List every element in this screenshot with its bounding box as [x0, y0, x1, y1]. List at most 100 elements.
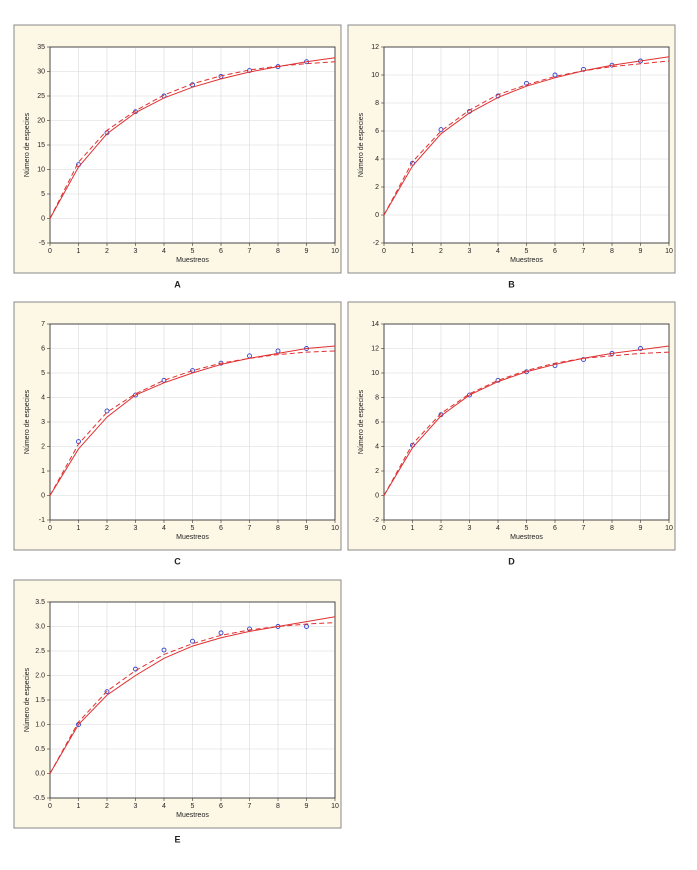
y-tick-label: 2	[41, 443, 45, 450]
y-tick-label: 0	[375, 492, 379, 499]
x-tick-label: 8	[610, 248, 614, 255]
y-tick-label: 8	[375, 394, 379, 401]
x-tick-label: 10	[331, 525, 339, 532]
data-point	[638, 346, 643, 351]
x-tick-label: 0	[48, 248, 52, 255]
panel-label: E	[174, 834, 180, 844]
plot-frame	[49, 601, 336, 799]
x-axis-title: Muestreos	[510, 534, 543, 541]
data-point	[161, 647, 167, 653]
x-tick-label: 3	[134, 803, 138, 810]
y-tick-label: 2	[375, 184, 379, 191]
data-point	[495, 93, 501, 99]
fit-curve	[49, 622, 336, 774]
y-tick-label: 8	[375, 100, 379, 107]
x-tick-label: 5	[525, 525, 529, 532]
x-tick-label: 9	[305, 803, 309, 810]
plot-frame	[49, 323, 336, 521]
x-tick-label: 5	[191, 525, 195, 532]
x-tick-label: 4	[162, 248, 166, 255]
y-tick-label: 10	[371, 72, 379, 79]
data-point	[552, 72, 558, 78]
x-tick-label: 2	[105, 525, 109, 532]
x-tick-label: 1	[411, 248, 415, 255]
x-axis-title: Muestreos	[176, 534, 209, 541]
x-axis-title: Muestreos	[176, 812, 209, 819]
x-tick-label: 6	[219, 248, 223, 255]
x-tick-label: 7	[248, 248, 252, 255]
chart-panel: -0.5 0.0 0.5 1.0 1.5 2.0 2.5 3.0 3.5 0 1 2 3 4 5 6 7 8 9 10…	[13, 579, 342, 844]
data-point	[190, 638, 195, 644]
x-tick-label: 6	[219, 525, 223, 532]
x-tick-label: 10	[665, 525, 673, 532]
y-tick-label: 6	[41, 345, 45, 352]
y-tick-label: 4	[41, 394, 45, 401]
y-tick-label: 2.0	[35, 672, 45, 679]
x-tick-label: 4	[496, 248, 500, 255]
x-tick-label: 5	[191, 803, 195, 810]
x-tick-label: 0	[48, 525, 52, 532]
data-point	[104, 689, 110, 695]
fit-curve	[49, 616, 336, 774]
y-axis-title: Número de especies	[24, 112, 31, 177]
fit-curve	[383, 60, 670, 216]
x-tick-label: 10	[331, 248, 339, 255]
y-tick-label: 3.0	[35, 623, 45, 630]
y-tick-label: 1.0	[35, 721, 45, 728]
x-tick-label: 5	[525, 248, 529, 255]
data-point	[495, 377, 501, 383]
x-tick-label: 7	[248, 803, 252, 810]
y-tick-label: 6	[375, 128, 379, 135]
panel-label: D	[508, 556, 515, 566]
x-tick-label: 6	[553, 525, 557, 532]
x-tick-label: 8	[276, 803, 280, 810]
x-axis-title: Muestreos	[510, 257, 543, 264]
y-tick-label: 1	[41, 468, 45, 475]
panel-label: C	[174, 556, 181, 566]
y-tick-label: 0	[41, 215, 45, 222]
y-tick-label: 30	[37, 68, 45, 75]
y-tick-label: 2.5	[35, 648, 45, 655]
x-tick-label: 8	[276, 525, 280, 532]
x-tick-label: 1	[77, 803, 81, 810]
x-tick-label: 2	[439, 248, 443, 255]
plot-frame	[383, 46, 670, 244]
y-axis-title: Número de especies	[24, 389, 31, 454]
y-tick-label: 35	[37, 44, 45, 51]
fit-curve	[383, 345, 670, 496]
plot-frame	[49, 46, 336, 244]
fit-curve	[383, 351, 670, 496]
y-tick-label: 10	[37, 166, 45, 173]
y-tick-label: -1	[39, 517, 45, 524]
fit-curve	[49, 61, 336, 219]
y-axis-title: Número de especies	[358, 112, 365, 177]
x-tick-label: 7	[582, 248, 586, 255]
x-tick-label: 9	[305, 248, 309, 255]
x-tick-label: 2	[105, 803, 109, 810]
y-tick-label: 6	[375, 419, 379, 426]
y-tick-label: 0.0	[35, 770, 45, 777]
y-tick-label: 3	[41, 419, 45, 426]
y-axis-title: Número de especies	[24, 667, 31, 732]
data-point	[104, 408, 110, 414]
y-tick-label: 0	[375, 212, 379, 219]
data-point	[581, 357, 586, 362]
data-point	[581, 66, 586, 72]
x-tick-label: 2	[439, 525, 443, 532]
y-tick-label: 4	[375, 156, 379, 163]
y-tick-label: 4	[375, 443, 379, 450]
y-tick-label: 15	[37, 142, 45, 149]
y-tick-label: 0	[41, 492, 45, 499]
y-tick-label: 0.5	[35, 746, 45, 753]
x-tick-label: 0	[48, 803, 52, 810]
x-tick-label: 0	[382, 525, 386, 532]
y-tick-label: 10	[371, 370, 379, 377]
y-tick-label: 20	[37, 117, 45, 124]
x-tick-label: 5	[191, 248, 195, 255]
x-tick-label: 4	[162, 525, 166, 532]
panel-label: B	[508, 279, 515, 289]
x-tick-label: 1	[77, 248, 81, 255]
